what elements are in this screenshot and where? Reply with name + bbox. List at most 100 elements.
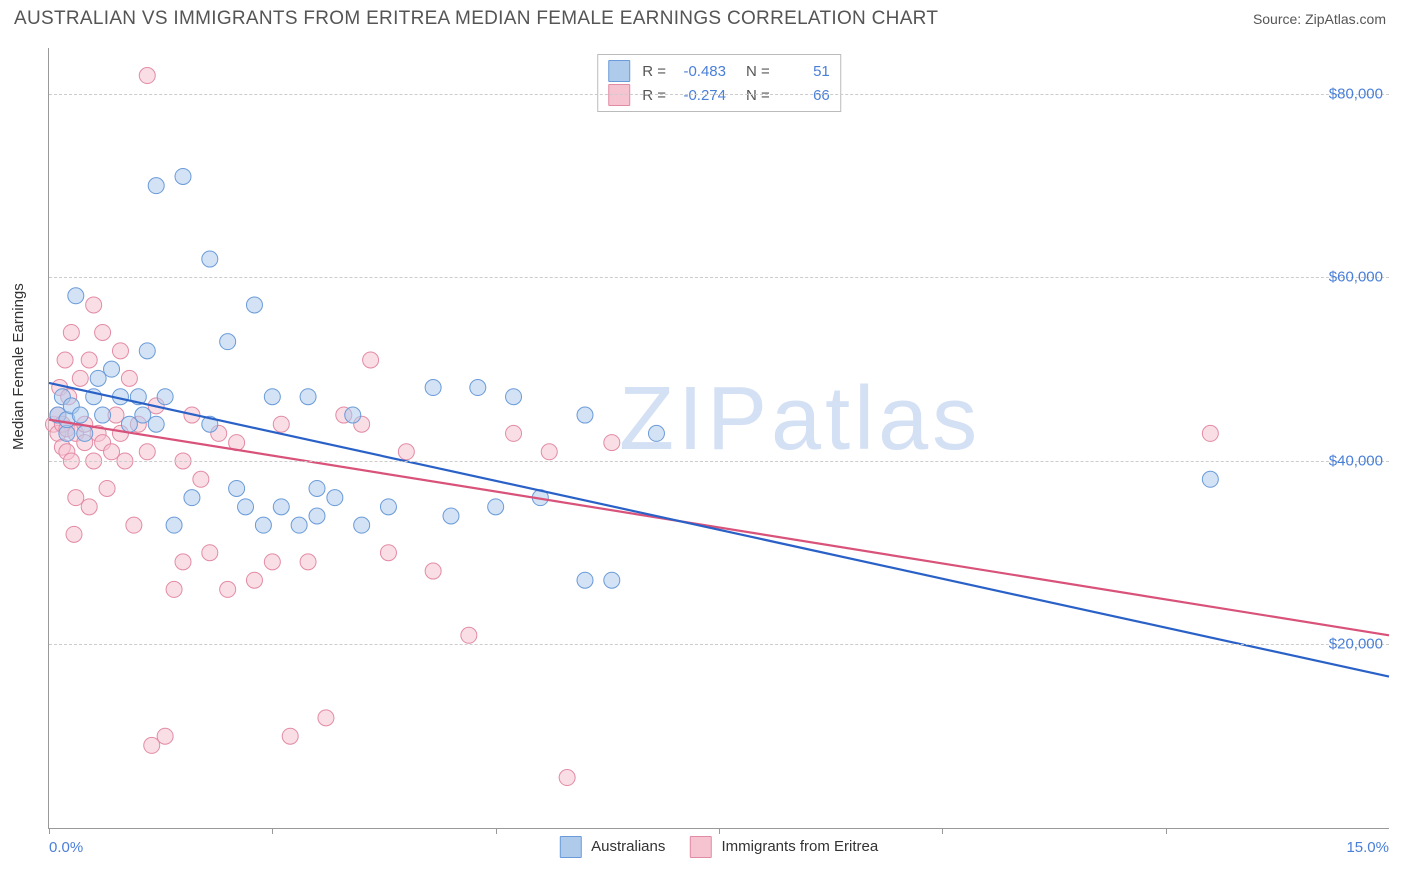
x-tick bbox=[272, 828, 273, 834]
data-point bbox=[148, 178, 164, 194]
source-attribution: Source: ZipAtlas.com bbox=[1253, 11, 1386, 27]
data-point bbox=[604, 572, 620, 588]
data-point bbox=[559, 770, 575, 786]
chart-plot-area: ZIPatlas R = -0.483 N = 51 R = -0.274 N … bbox=[48, 48, 1389, 829]
data-point bbox=[57, 352, 73, 368]
data-point bbox=[398, 444, 414, 460]
data-point bbox=[104, 444, 120, 460]
data-point bbox=[126, 517, 142, 533]
data-point bbox=[139, 444, 155, 460]
source-name: ZipAtlas.com bbox=[1305, 11, 1386, 27]
data-point bbox=[95, 324, 111, 340]
data-point bbox=[144, 737, 160, 753]
data-point bbox=[506, 389, 522, 405]
data-point bbox=[68, 288, 84, 304]
swatch-eritrea-icon bbox=[689, 836, 711, 858]
y-axis-label: Median Female Earnings bbox=[10, 283, 27, 450]
x-tick bbox=[49, 828, 50, 834]
data-point bbox=[327, 490, 343, 506]
data-point bbox=[104, 361, 120, 377]
data-point bbox=[246, 572, 262, 588]
data-point bbox=[300, 389, 316, 405]
r-label: R = bbox=[642, 63, 666, 80]
data-point bbox=[72, 407, 88, 423]
x-axis-min-label: 0.0% bbox=[49, 839, 83, 856]
data-point bbox=[157, 728, 173, 744]
data-point bbox=[63, 324, 79, 340]
y-tick-label: $20,000 bbox=[1329, 636, 1383, 653]
data-point bbox=[291, 517, 307, 533]
data-point bbox=[461, 627, 477, 643]
data-point bbox=[86, 297, 102, 313]
data-point bbox=[506, 425, 522, 441]
data-point bbox=[470, 380, 486, 396]
legend-label-eritrea: Immigrants from Eritrea bbox=[722, 838, 879, 855]
data-point bbox=[202, 545, 218, 561]
data-point bbox=[81, 499, 97, 515]
r-label: R = bbox=[642, 87, 666, 104]
x-tick bbox=[496, 828, 497, 834]
data-point bbox=[139, 343, 155, 359]
chart-title: AUSTRALIAN VS IMMIGRANTS FROM ERITREA ME… bbox=[14, 8, 938, 30]
data-point bbox=[229, 480, 245, 496]
data-point bbox=[135, 407, 151, 423]
swatch-eritrea-icon bbox=[608, 84, 630, 106]
data-point bbox=[77, 425, 93, 441]
correlation-row-eritrea: R = -0.274 N = 66 bbox=[608, 83, 830, 107]
chart-header: AUSTRALIAN VS IMMIGRANTS FROM ERITREA ME… bbox=[0, 0, 1406, 30]
r-value-australians: -0.483 bbox=[672, 63, 726, 80]
y-tick-label: $80,000 bbox=[1329, 85, 1383, 102]
data-point bbox=[273, 499, 289, 515]
data-point bbox=[175, 168, 191, 184]
n-label: N = bbox=[746, 87, 770, 104]
data-point bbox=[604, 435, 620, 451]
x-axis-max-label: 15.0% bbox=[1346, 839, 1389, 856]
scatter-svg bbox=[49, 48, 1389, 828]
data-point bbox=[577, 572, 593, 588]
data-point bbox=[345, 407, 361, 423]
data-point bbox=[443, 508, 459, 524]
series-legend: Australians Immigrants from Eritrea bbox=[560, 836, 878, 858]
data-point bbox=[488, 499, 504, 515]
data-point bbox=[202, 251, 218, 267]
legend-item-australians: Australians bbox=[560, 836, 666, 858]
data-point bbox=[68, 490, 84, 506]
gridline bbox=[49, 277, 1389, 278]
r-value-eritrea: -0.274 bbox=[672, 87, 726, 104]
swatch-australians-icon bbox=[560, 836, 582, 858]
data-point bbox=[648, 425, 664, 441]
data-point bbox=[166, 517, 182, 533]
data-point bbox=[282, 728, 298, 744]
data-point bbox=[1202, 425, 1218, 441]
gridline bbox=[49, 461, 1389, 462]
data-point bbox=[309, 480, 325, 496]
data-point bbox=[121, 416, 137, 432]
x-tick bbox=[1166, 828, 1167, 834]
data-point bbox=[99, 480, 115, 496]
data-point bbox=[318, 710, 334, 726]
data-point bbox=[264, 554, 280, 570]
x-tick bbox=[942, 828, 943, 834]
data-point bbox=[166, 581, 182, 597]
data-point bbox=[95, 407, 111, 423]
data-point bbox=[157, 389, 173, 405]
data-point bbox=[354, 517, 370, 533]
data-point bbox=[175, 554, 191, 570]
data-point bbox=[425, 380, 441, 396]
data-point bbox=[184, 490, 200, 506]
data-point bbox=[1202, 471, 1218, 487]
trend-line bbox=[49, 383, 1389, 677]
legend-item-eritrea: Immigrants from Eritrea bbox=[689, 836, 878, 858]
legend-label-australians: Australians bbox=[591, 838, 665, 855]
data-point bbox=[220, 581, 236, 597]
data-point bbox=[148, 416, 164, 432]
y-tick-label: $60,000 bbox=[1329, 269, 1383, 286]
data-point bbox=[238, 499, 254, 515]
data-point bbox=[139, 68, 155, 84]
data-point bbox=[380, 499, 396, 515]
data-point bbox=[577, 407, 593, 423]
data-point bbox=[246, 297, 262, 313]
data-point bbox=[255, 517, 271, 533]
data-point bbox=[66, 526, 82, 542]
data-point bbox=[220, 334, 236, 350]
